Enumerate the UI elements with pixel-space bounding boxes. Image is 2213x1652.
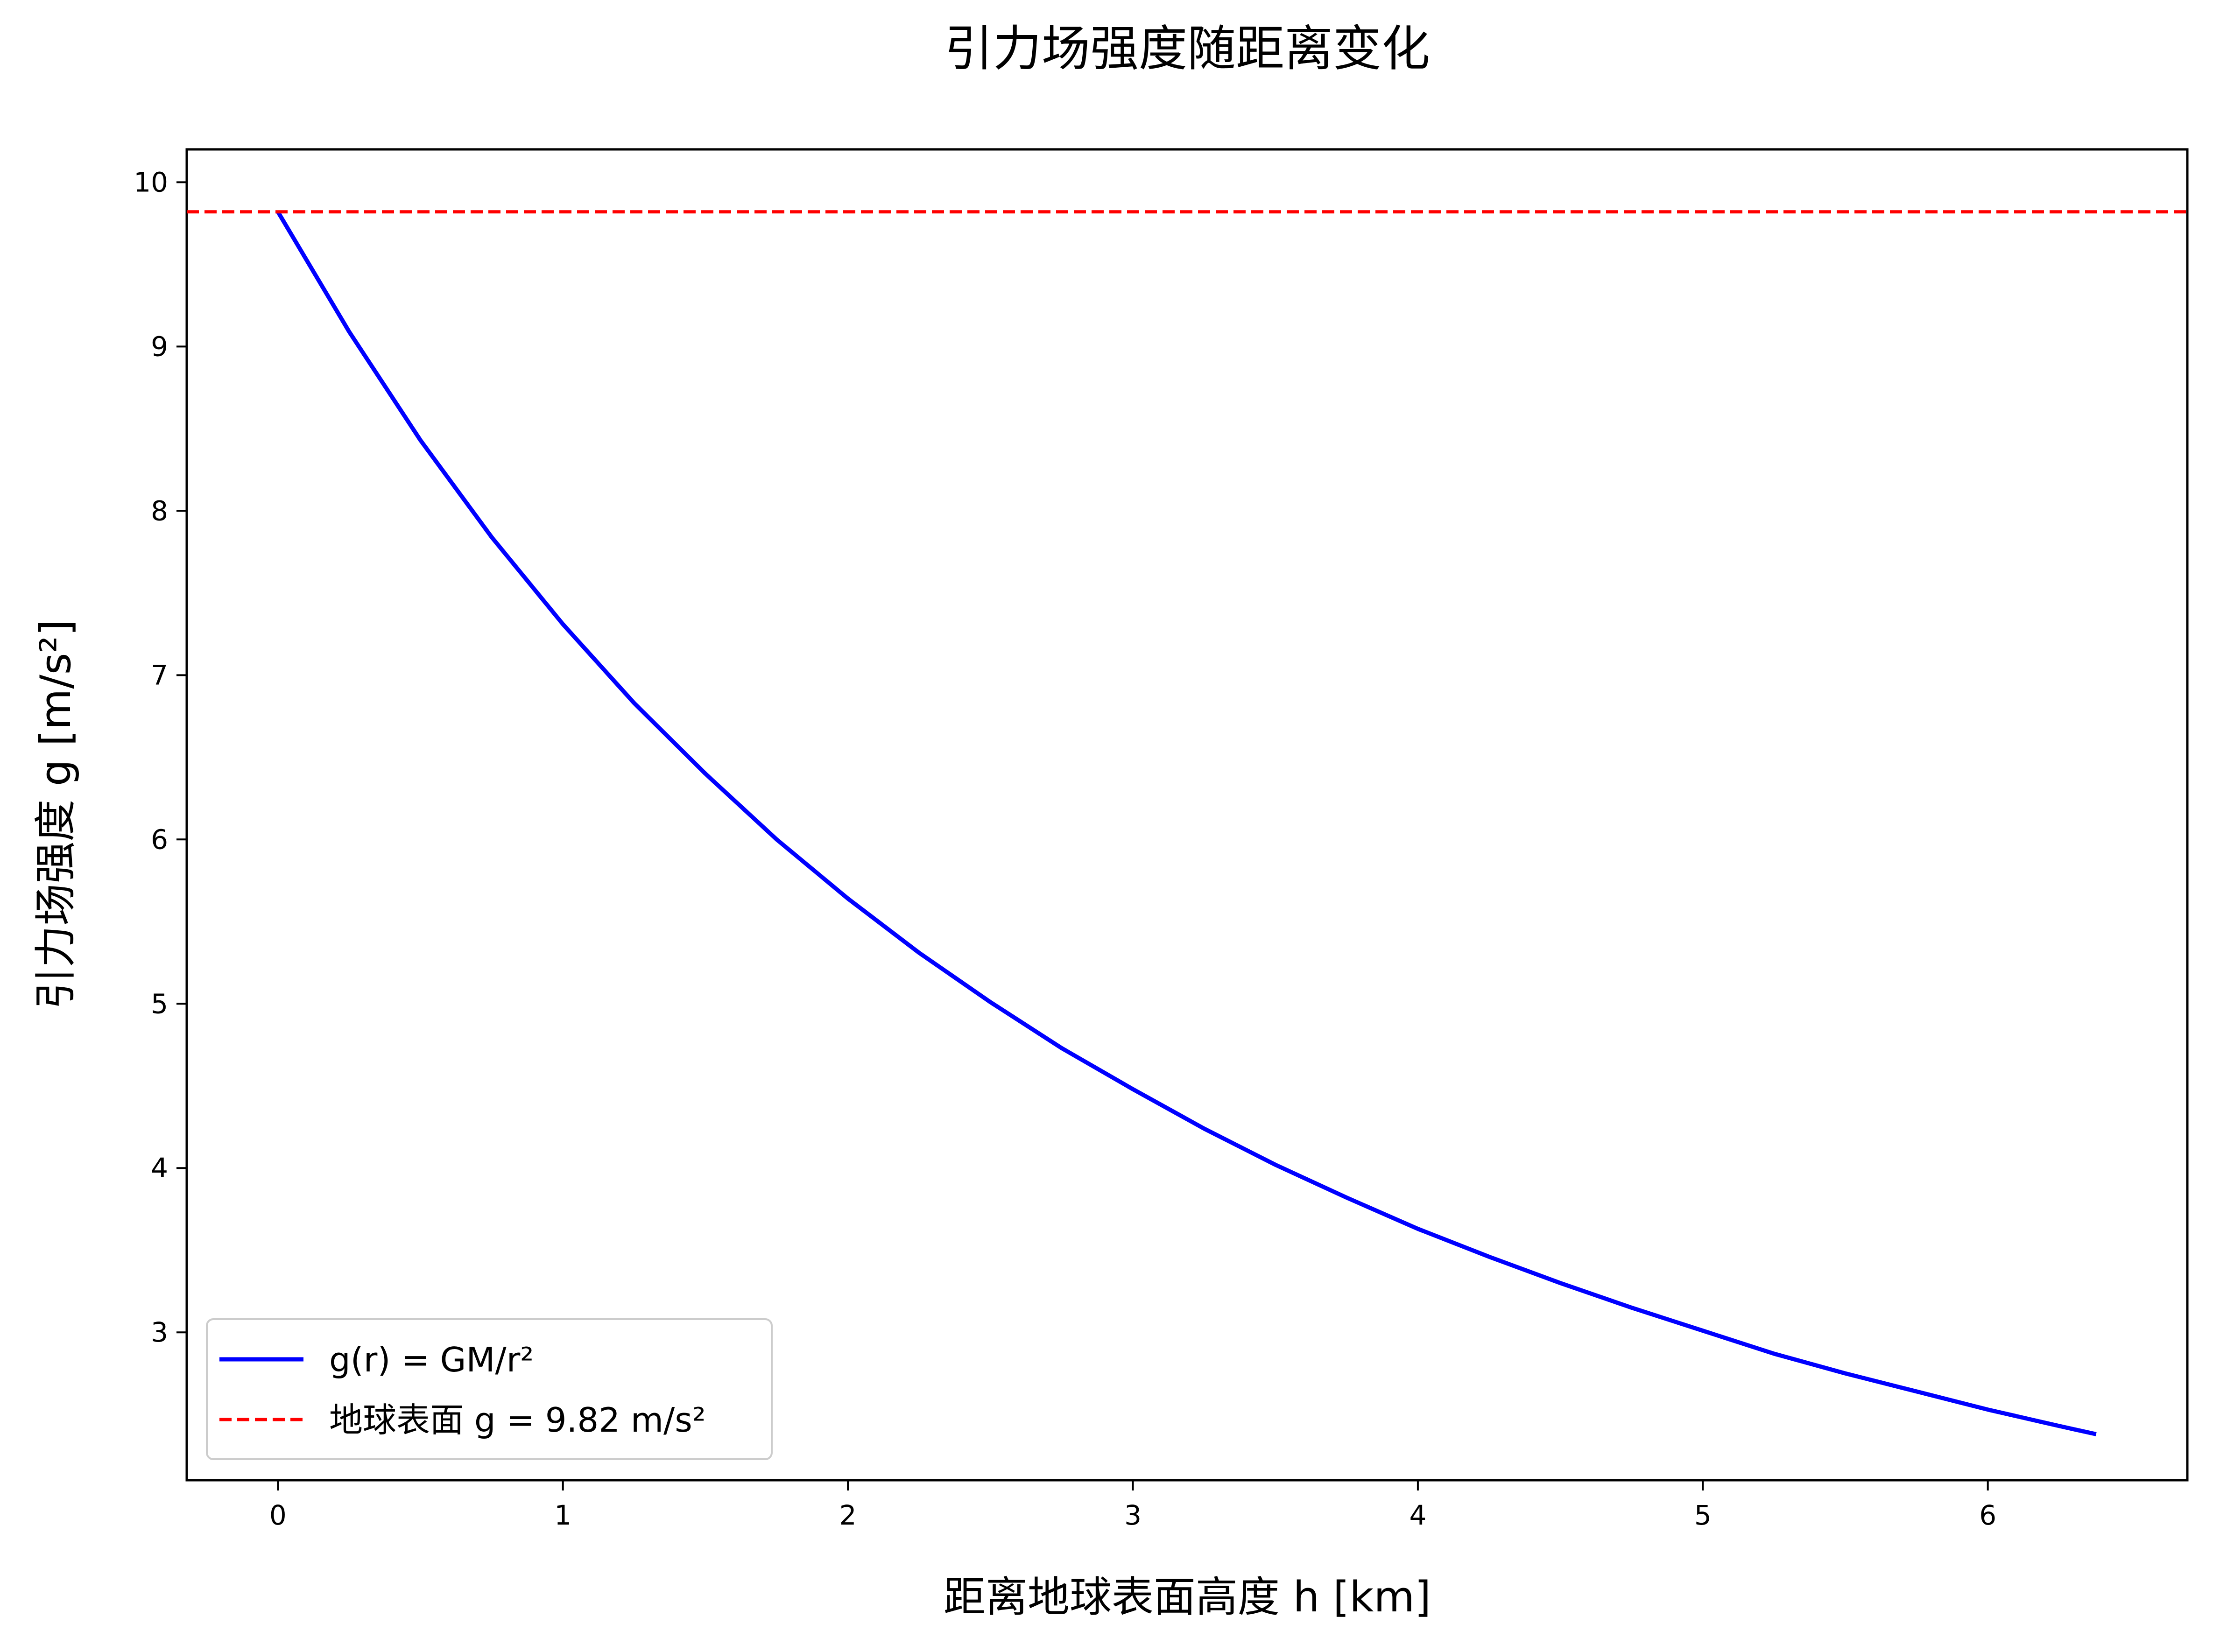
x-tick-label: 1 <box>554 1499 571 1531</box>
x-tick-label: 4 <box>1409 1499 1426 1531</box>
chart-title: 引力场强度随距离变化 <box>944 20 1430 77</box>
series-line-gr <box>276 211 2097 1436</box>
y-tick-label: 4 <box>151 1152 168 1184</box>
y-axis-ticks: 3 4 5 6 7 8 9 10 <box>134 166 187 1348</box>
legend: g(r) = GM/r² 地球表面 g = 9.82 m/s² <box>206 1318 773 1460</box>
y-tick-label: 7 <box>151 659 168 691</box>
x-tick-label: 5 <box>1694 1499 1712 1531</box>
y-tick-label: 6 <box>151 823 168 855</box>
x-tick-label: 2 <box>839 1499 857 1531</box>
x-tick-label: 3 <box>1124 1499 1142 1531</box>
plot-area <box>185 148 2189 1482</box>
y-tick-label: 3 <box>151 1316 168 1348</box>
legend-box <box>206 1318 773 1460</box>
x-tick-label: 0 <box>269 1499 287 1531</box>
legend-label-surface-g: 地球表面 g = 9.82 m/s² <box>329 1400 706 1440</box>
y-tick-label: 10 <box>134 166 168 198</box>
y-tick-label: 5 <box>151 988 168 1019</box>
legend-label-gr: g(r) = GM/r² <box>329 1340 534 1379</box>
y-tick-label: 8 <box>151 495 168 527</box>
x-axis-label: 距离地球表面高度 h [km] <box>944 1573 1431 1622</box>
y-axis-label: 引力场强度 g [m/s²] <box>31 619 80 1010</box>
x-axis-ticks: 0 1 2 3 4 5 6 <box>269 1480 1996 1531</box>
plot-frame <box>185 148 2189 1482</box>
y-tick-label: 9 <box>151 330 168 362</box>
x-tick-label: 6 <box>1979 1499 1996 1531</box>
series-layer <box>187 210 2187 1436</box>
